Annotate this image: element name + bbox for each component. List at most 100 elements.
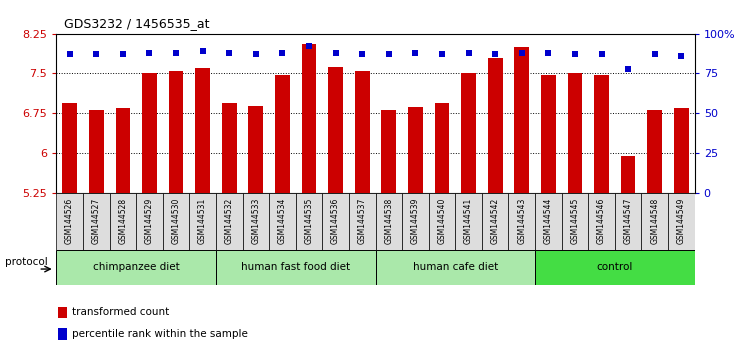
Text: GSM144534: GSM144534 xyxy=(278,198,287,244)
Bar xyxy=(195,68,210,193)
Point xyxy=(223,50,235,56)
Bar xyxy=(429,193,455,250)
Point xyxy=(542,50,554,56)
Bar xyxy=(615,193,641,250)
Text: GDS3232 / 1456535_at: GDS3232 / 1456535_at xyxy=(64,17,210,30)
Bar xyxy=(355,71,369,193)
Point xyxy=(649,52,661,57)
Bar xyxy=(349,193,376,250)
Bar xyxy=(641,193,668,250)
Bar xyxy=(89,110,104,193)
Bar xyxy=(169,71,183,193)
Point xyxy=(409,50,421,56)
Text: GSM144532: GSM144532 xyxy=(225,198,234,244)
Point xyxy=(569,52,581,57)
Bar xyxy=(296,193,322,250)
Text: GSM144540: GSM144540 xyxy=(438,198,447,244)
Bar xyxy=(163,193,189,250)
Bar xyxy=(541,75,556,193)
Point xyxy=(596,52,608,57)
Point xyxy=(675,53,687,59)
Bar xyxy=(216,250,376,285)
Bar xyxy=(376,250,535,285)
Point xyxy=(383,52,395,57)
Text: GSM144544: GSM144544 xyxy=(544,198,553,244)
Bar xyxy=(674,108,689,193)
Bar xyxy=(455,193,482,250)
Bar xyxy=(322,193,349,250)
Bar xyxy=(56,193,83,250)
Bar xyxy=(328,67,343,193)
Text: GSM144548: GSM144548 xyxy=(650,198,659,244)
Bar xyxy=(376,193,402,250)
Bar xyxy=(588,193,615,250)
Text: GSM144547: GSM144547 xyxy=(623,198,632,244)
Bar xyxy=(59,307,68,318)
Text: GSM144528: GSM144528 xyxy=(119,198,128,244)
Text: percentile rank within the sample: percentile rank within the sample xyxy=(72,329,248,338)
Bar xyxy=(142,73,157,193)
Bar xyxy=(461,73,476,193)
Text: chimpanzee diet: chimpanzee diet xyxy=(92,262,179,272)
Bar xyxy=(535,193,562,250)
Text: GSM144538: GSM144538 xyxy=(385,198,394,244)
Bar xyxy=(222,103,237,193)
Text: GSM144529: GSM144529 xyxy=(145,198,154,244)
Bar xyxy=(482,193,508,250)
Text: GSM144541: GSM144541 xyxy=(464,198,473,244)
Bar xyxy=(275,75,290,193)
Point xyxy=(250,52,262,57)
Text: GSM144526: GSM144526 xyxy=(65,198,74,244)
Text: GSM144537: GSM144537 xyxy=(357,198,366,244)
Text: GSM144543: GSM144543 xyxy=(517,198,526,244)
Bar xyxy=(136,193,163,250)
Bar xyxy=(216,193,243,250)
Point xyxy=(436,52,448,57)
Point xyxy=(330,50,342,56)
Text: GSM144536: GSM144536 xyxy=(331,198,340,244)
Point xyxy=(117,52,129,57)
Bar xyxy=(56,250,216,285)
Point xyxy=(170,50,182,56)
Bar xyxy=(647,110,662,193)
Point xyxy=(516,50,528,56)
Bar xyxy=(562,193,588,250)
Text: GSM144531: GSM144531 xyxy=(198,198,207,244)
Bar xyxy=(621,156,635,193)
Text: GSM144535: GSM144535 xyxy=(304,198,313,244)
Bar xyxy=(488,57,502,193)
Point xyxy=(276,50,288,56)
Text: human fast food diet: human fast food diet xyxy=(241,262,350,272)
Text: GSM144542: GSM144542 xyxy=(490,198,499,244)
Point xyxy=(356,52,368,57)
Text: human cafe diet: human cafe diet xyxy=(412,262,498,272)
Bar xyxy=(382,110,396,193)
Point xyxy=(622,66,634,72)
Bar xyxy=(269,193,296,250)
Point xyxy=(463,50,475,56)
Point xyxy=(303,44,315,49)
Text: GSM144545: GSM144545 xyxy=(571,198,580,244)
Bar xyxy=(59,328,68,339)
Bar xyxy=(535,250,695,285)
Text: control: control xyxy=(597,262,633,272)
Text: protocol: protocol xyxy=(5,257,47,267)
Point xyxy=(143,50,155,56)
Bar xyxy=(408,107,423,193)
Bar xyxy=(249,106,263,193)
Text: transformed count: transformed count xyxy=(72,307,169,318)
Bar xyxy=(189,193,216,250)
Point xyxy=(90,52,102,57)
Point xyxy=(197,48,209,54)
Point xyxy=(489,52,501,57)
Text: GSM144549: GSM144549 xyxy=(677,198,686,244)
Bar xyxy=(508,193,535,250)
Text: GSM144533: GSM144533 xyxy=(252,198,261,244)
Text: GSM144527: GSM144527 xyxy=(92,198,101,244)
Text: GSM144539: GSM144539 xyxy=(411,198,420,244)
Bar xyxy=(83,193,110,250)
Bar xyxy=(435,103,449,193)
Bar xyxy=(110,193,136,250)
Bar xyxy=(514,47,529,193)
Text: GSM144530: GSM144530 xyxy=(171,198,180,244)
